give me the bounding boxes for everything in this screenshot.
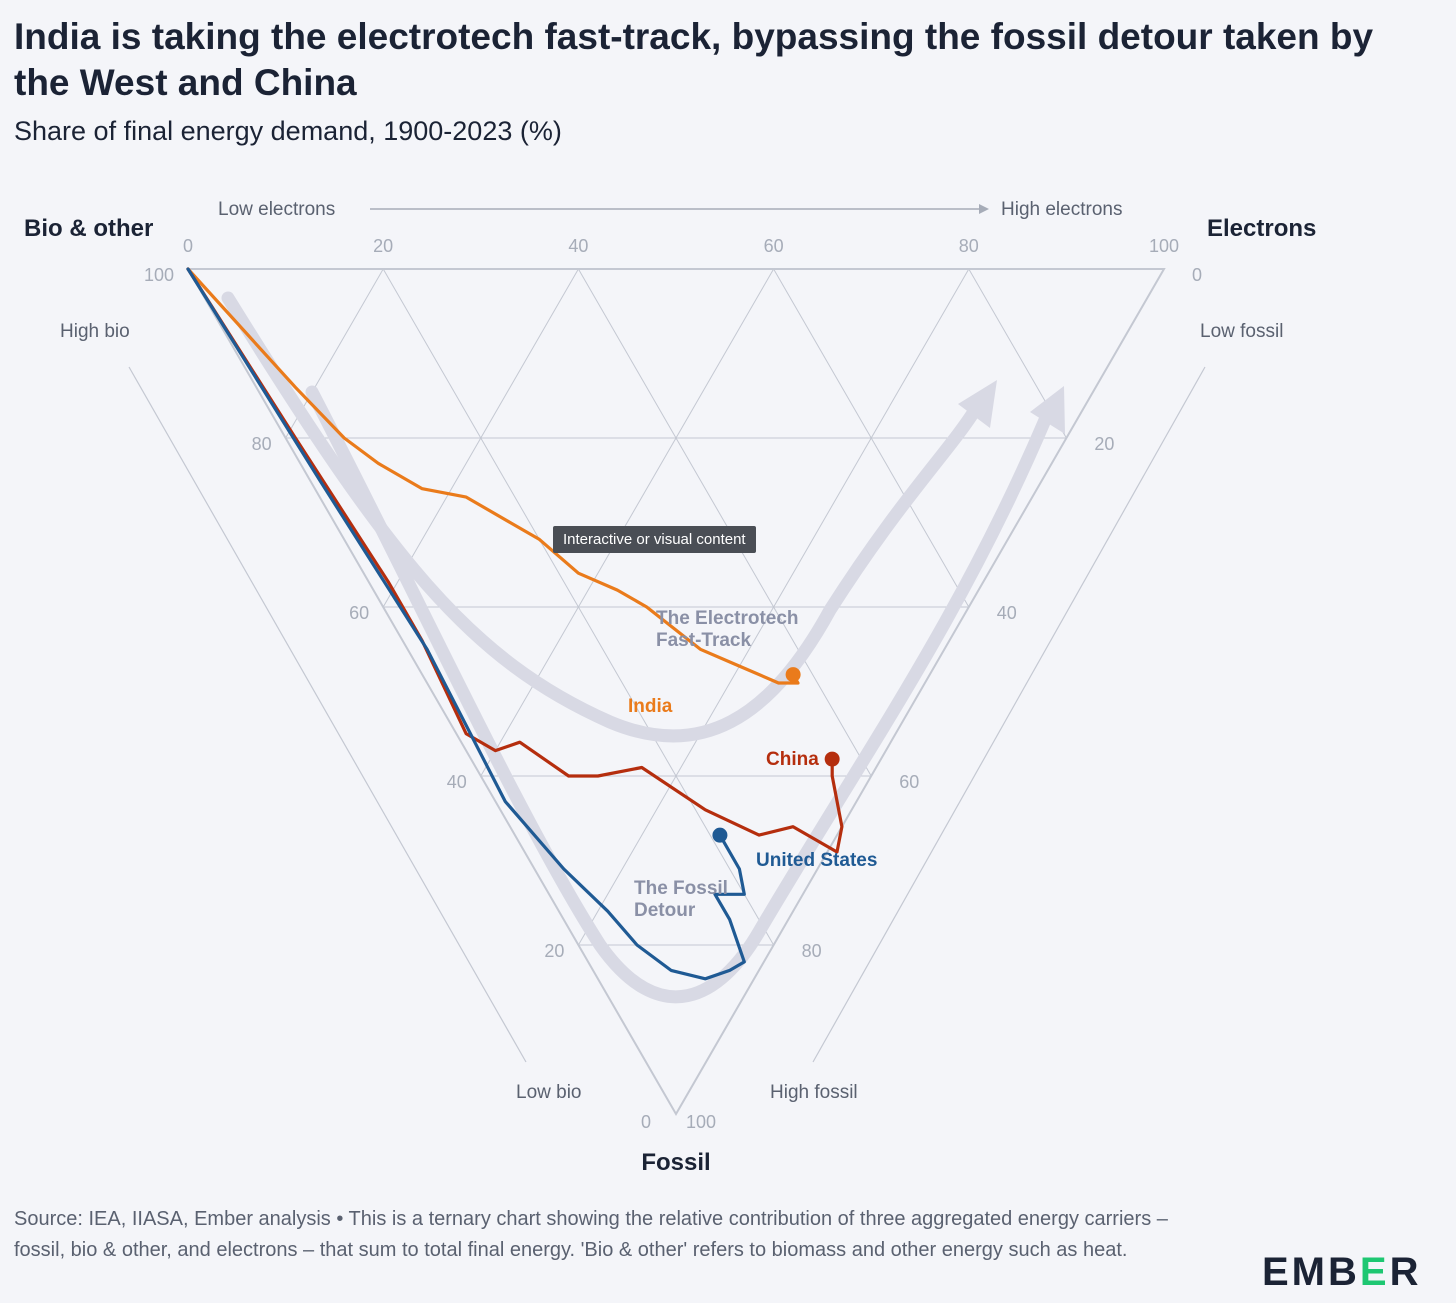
electrons-axis-title: Electrons <box>1207 215 1316 242</box>
triangle-outline <box>186 268 1166 1116</box>
india-series-label: India <box>628 696 673 717</box>
china-series-label: China <box>766 749 819 770</box>
united_states-line <box>186 267 746 981</box>
electrons-tick: 80 <box>959 236 979 256</box>
low-bio-label: Low bio <box>516 1082 582 1103</box>
china-end-marker <box>824 751 840 767</box>
india-end-marker <box>785 667 801 683</box>
ember-logo: EMBER <box>1262 1250 1422 1294</box>
bio-direction-line <box>128 366 527 1063</box>
fossil-tick: 0 <box>1192 265 1202 285</box>
fossil-detour-guide-arrowhead <box>1030 386 1065 434</box>
gridline-electrons-40 <box>577 268 872 777</box>
fossil-tick: 60 <box>899 772 919 792</box>
bio-tick: 40 <box>447 772 467 792</box>
gridline-bio-40 <box>480 268 775 777</box>
electrons-tick: 100 <box>1149 236 1179 256</box>
chart-subtitle: Share of final energy demand, 1900-2023 … <box>14 116 562 146</box>
chart-title: India is taking the electrotech fast-tra… <box>14 16 1374 103</box>
bio-tick: 20 <box>544 941 564 961</box>
electrons-tick: 40 <box>568 236 588 256</box>
series-lines[interactable] <box>186 267 844 981</box>
fast-track-annotation-line1: The Electrotech <box>656 608 799 629</box>
united_states-end-marker <box>712 827 728 843</box>
electrons-tick: 0 <box>183 236 193 256</box>
bio-tick: 100 <box>144 265 174 285</box>
low-fossil-label: Low fossil <box>1200 321 1283 342</box>
bio-axis-title: Bio & other <box>24 215 153 242</box>
tick-labels: 0 20 40 60 80 100 100 80 60 40 20 0 0 20 40 60 80 100 <box>144 236 1202 1132</box>
fast-track-guide-arrowhead <box>958 380 997 428</box>
fossil-tick: 100 <box>686 1112 716 1132</box>
fast-track-guide-path <box>221 291 982 743</box>
source-note: Source: IEA, IIASA, Ember analysis • Thi… <box>14 1208 1168 1261</box>
gridline-bio-60 <box>382 268 579 608</box>
fossil-axis-title: Fossil <box>641 1149 710 1176</box>
electrons-direction-arrowhead <box>979 204 989 214</box>
guide-arrows <box>221 291 1065 1004</box>
fossil-detour-annotation-line1: The Fossil <box>634 878 728 899</box>
bio-tick: 60 <box>349 603 369 623</box>
fossil-detour-annotation-line2: Detour <box>634 900 696 921</box>
low-electrons-label: Low electrons <box>218 199 335 220</box>
interactive-content-tooltip: Interactive or visual content <box>553 526 756 553</box>
fossil-tick: 20 <box>1094 434 1114 454</box>
high-electrons-label: High electrons <box>1001 199 1122 220</box>
gridline-electrons-60 <box>773 268 970 608</box>
electrons-tick: 60 <box>764 236 784 256</box>
china-line <box>186 267 844 854</box>
india-line <box>186 267 800 685</box>
high-bio-label: High bio <box>60 321 130 342</box>
fossil-tick: 40 <box>997 603 1017 623</box>
electrons-tick: 20 <box>373 236 393 256</box>
fast-track-annotation-line2: Fast-Track <box>656 630 751 651</box>
grid <box>186 268 1166 1116</box>
fossil-tick: 80 <box>802 941 822 961</box>
high-fossil-label: High fossil <box>770 1082 858 1103</box>
united-states-series-label: United States <box>756 850 877 871</box>
fossil-direction-line <box>812 366 1206 1063</box>
bio-tick: 0 <box>641 1112 651 1132</box>
bio-tick: 80 <box>252 434 272 454</box>
fossil-detour-guide-path <box>305 385 1052 1004</box>
